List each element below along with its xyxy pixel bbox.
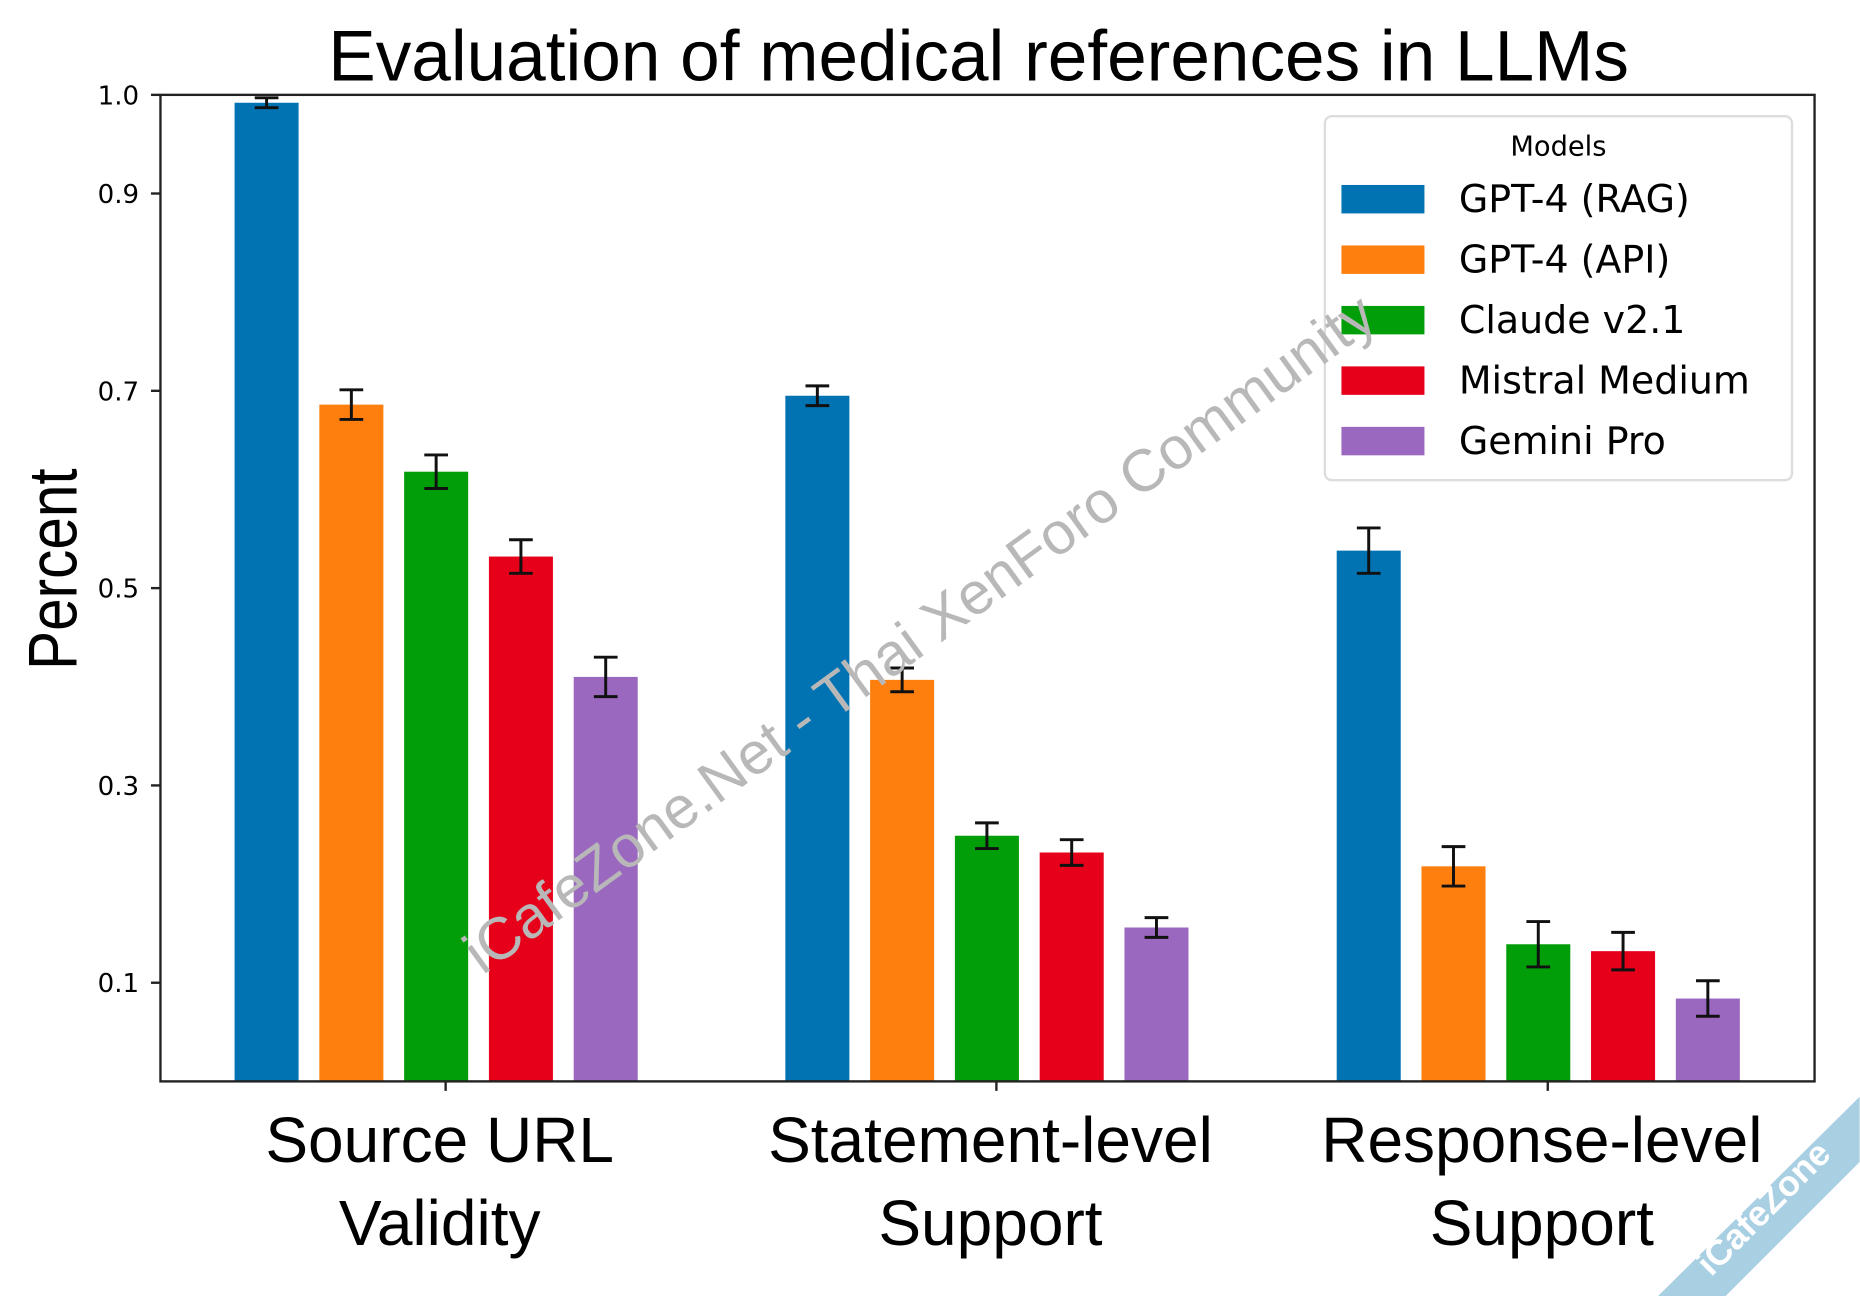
legend: Models GPT-4 (RAG) GPT-4 (API) Claude v2.1… — [1323, 115, 1794, 482]
legend-swatch — [1341, 245, 1425, 274]
error-bar — [1611, 930, 1635, 972]
legend-swatch — [1341, 305, 1425, 335]
bar — [1421, 866, 1486, 1082]
y-tick-label: 0.5 — [98, 575, 139, 605]
error-bar — [1695, 979, 1720, 1018]
legend-swatch — [1341, 184, 1425, 214]
x-tick-label: Statement-level — [768, 1104, 1213, 1176]
x-tick-label: Validity — [339, 1187, 541, 1259]
y-tick-label: 0.7 — [98, 377, 139, 407]
bar — [1591, 951, 1656, 1082]
error-bar — [254, 96, 279, 110]
x-tick-label: Support — [1430, 1187, 1654, 1259]
legend-title: Models — [1510, 131, 1606, 162]
error-bar — [1059, 838, 1084, 867]
error-bar — [1526, 920, 1551, 969]
error-bar — [975, 821, 999, 851]
y-tick-label: 0.3 — [98, 772, 139, 802]
bar — [1039, 852, 1104, 1082]
legend-box — [1323, 115, 1794, 482]
bar — [870, 679, 935, 1082]
bar — [785, 395, 850, 1082]
error-bar — [1441, 845, 1466, 888]
legend-label: Mistral Medium — [1459, 359, 1750, 403]
error-bar — [1144, 916, 1169, 939]
error-bar — [509, 538, 533, 575]
x-tick-label: Response-level — [1321, 1104, 1762, 1176]
error-bar — [339, 388, 364, 421]
error-bar — [1356, 526, 1381, 575]
legend-swatch — [1341, 366, 1425, 395]
legend-label: GPT-4 (RAG) — [1459, 177, 1690, 221]
plot-frame — [159, 93, 1816, 1083]
error-bar — [805, 384, 830, 408]
y-tick-label: 0.9 — [98, 180, 139, 210]
legend-swatch — [1341, 426, 1425, 456]
error-bar — [593, 655, 618, 699]
x-tick-label: Source URL — [265, 1104, 614, 1176]
bar — [573, 676, 638, 1082]
y-tick-label: 0.1 — [98, 969, 139, 999]
error-bar — [890, 666, 914, 694]
legend-label: Gemini Pro — [1459, 419, 1666, 463]
bar — [954, 835, 1019, 1082]
bar — [319, 404, 384, 1082]
bar — [1336, 550, 1401, 1082]
x-tick-label: Support — [878, 1187, 1102, 1259]
y-axis-label: Percent — [14, 468, 92, 670]
bar — [234, 102, 299, 1082]
corner-badge — [1658, 1096, 1860, 1296]
legend-label: Claude v2.1 — [1459, 298, 1686, 342]
bar — [404, 471, 469, 1082]
chart-title: Evaluation of medical references in LLMs — [328, 18, 1629, 97]
bar — [1124, 927, 1189, 1082]
bar — [488, 556, 553, 1082]
y-tick-label: 1.0 — [98, 81, 139, 111]
error-bar — [424, 453, 449, 490]
legend-label: GPT-4 (API) — [1459, 238, 1670, 282]
